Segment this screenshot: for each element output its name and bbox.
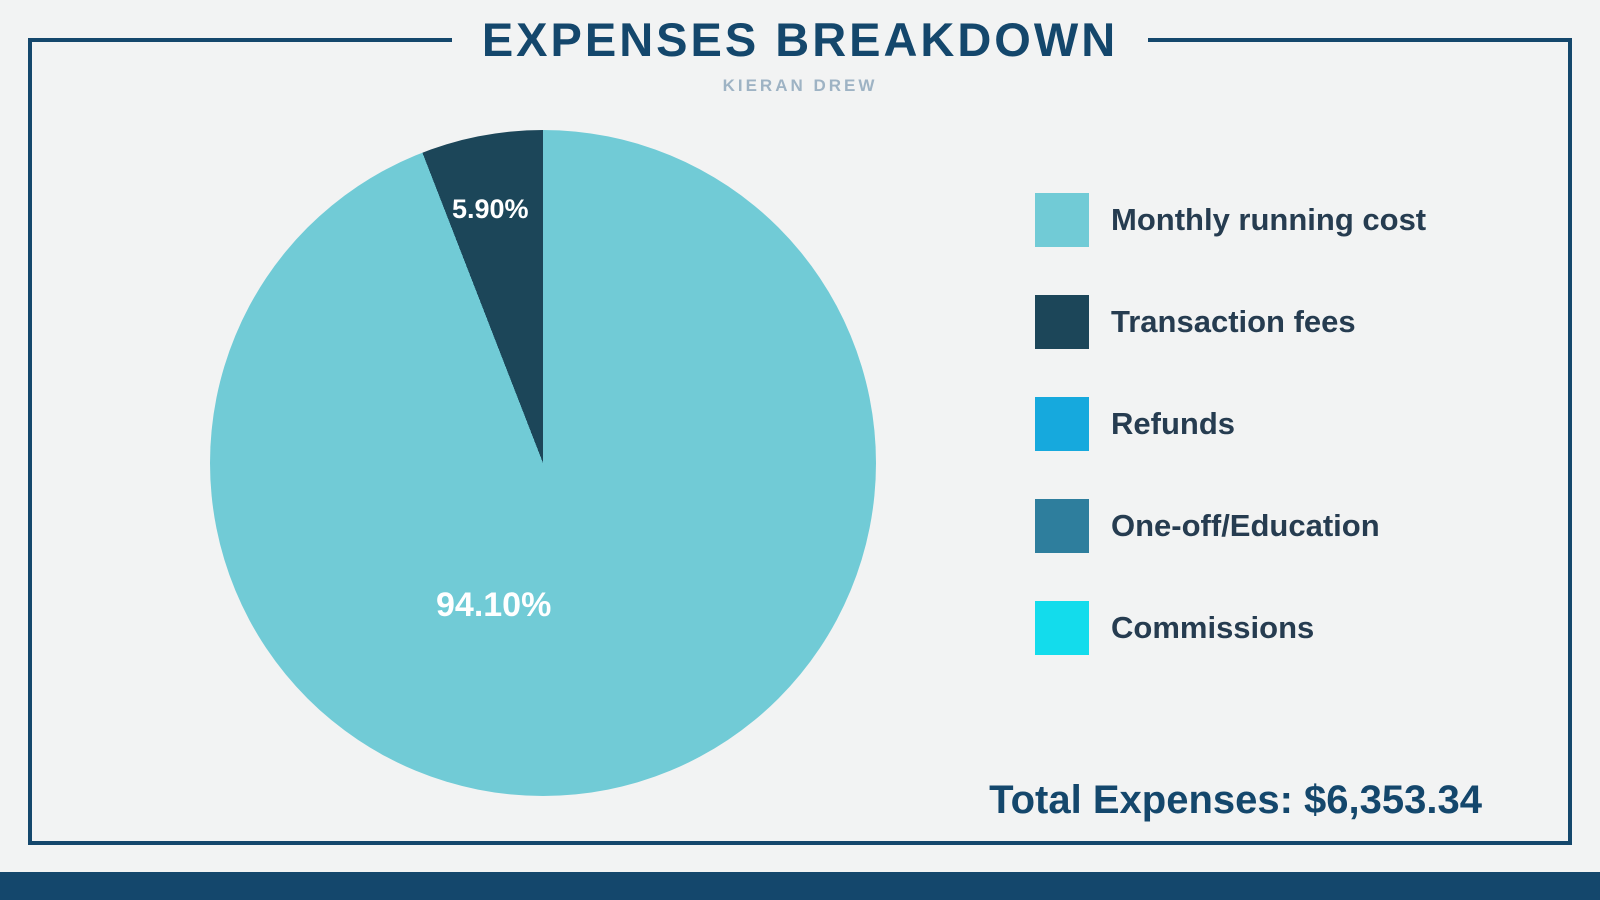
- legend-swatch-refunds: [1035, 397, 1089, 451]
- page-title: EXPENSES BREAKDOWN: [451, 12, 1149, 68]
- legend-item-transaction-fees: Transaction fees: [1035, 295, 1426, 349]
- total-expenses-text: Total Expenses: $6,353.34: [989, 778, 1482, 822]
- legend-label-refunds: Refunds: [1111, 406, 1235, 441]
- legend-swatch-transaction-fees: [1035, 295, 1089, 349]
- legend-item-refunds: Refunds: [1035, 397, 1426, 451]
- page-subtitle: KIERAN DREW: [722, 76, 878, 95]
- legend-label-commissions: Commissions: [1111, 610, 1315, 645]
- legend-swatch-one-off-education: [1035, 499, 1089, 553]
- legend-item-one-off-education: One-off/Education: [1035, 499, 1426, 553]
- pie-slice-label-transaction-fees: 5.90%: [452, 194, 529, 224]
- legend-label-one-off-education: One-off/Education: [1111, 508, 1380, 543]
- legend-swatch-commissions: [1035, 601, 1089, 655]
- legend-swatch-monthly-running-cost: [1035, 193, 1089, 247]
- legend-label-transaction-fees: Transaction fees: [1111, 304, 1356, 339]
- legend-label-monthly-running-cost: Monthly running cost: [1111, 202, 1427, 237]
- legend: Monthly running cost Transaction fees Re…: [1035, 193, 1426, 655]
- pie-slice-label-monthly-running-cost: 94.10%: [436, 586, 552, 624]
- header: EXPENSES BREAKDOWN: [0, 12, 1600, 68]
- legend-item-commissions: Commissions: [1035, 601, 1426, 655]
- pie-chart: [210, 130, 876, 796]
- legend-item-monthly-running-cost: Monthly running cost: [1035, 193, 1426, 247]
- bottom-navy-band: [0, 872, 1600, 900]
